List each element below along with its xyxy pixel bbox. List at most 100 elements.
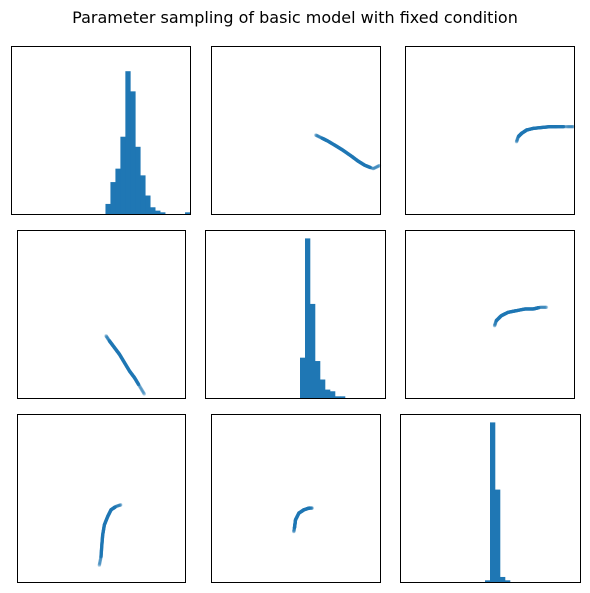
scatter-point bbox=[141, 390, 145, 394]
scatter-point bbox=[544, 305, 548, 309]
histogram-bar bbox=[500, 576, 506, 582]
scatter-point bbox=[543, 305, 547, 309]
scatter-point bbox=[515, 137, 520, 141]
histogram-bar bbox=[315, 361, 321, 398]
scatter-point bbox=[493, 322, 497, 327]
scatter-point bbox=[118, 503, 123, 507]
scatter-point bbox=[137, 383, 141, 387]
scatter-point bbox=[98, 558, 102, 563]
scatter-point bbox=[375, 164, 380, 169]
histogram-bar bbox=[485, 580, 491, 582]
scatter-point bbox=[542, 305, 546, 309]
scatter-point bbox=[315, 133, 319, 138]
histogram-bar bbox=[300, 357, 306, 398]
scatter-point bbox=[538, 305, 542, 309]
scatter-point bbox=[97, 561, 102, 566]
scatter-point bbox=[492, 324, 497, 328]
scatter-point bbox=[137, 384, 142, 388]
histogram-bar bbox=[160, 212, 166, 214]
scatter-point bbox=[292, 529, 296, 534]
scatter-point bbox=[493, 321, 497, 326]
axes-frame bbox=[405, 46, 575, 215]
scatter-point bbox=[106, 336, 110, 341]
scatter-point bbox=[97, 563, 102, 567]
scatter-point bbox=[514, 140, 519, 144]
scatter-point bbox=[368, 165, 372, 170]
scatter-point bbox=[492, 323, 497, 328]
scatter-point bbox=[493, 322, 497, 327]
scatter-point bbox=[98, 561, 102, 565]
axes-frame bbox=[205, 230, 386, 399]
scatter-point bbox=[566, 124, 570, 129]
scatter-point bbox=[98, 558, 103, 562]
scatter-point bbox=[514, 139, 519, 144]
scatter-point bbox=[515, 137, 520, 141]
histogram-bar bbox=[120, 136, 126, 214]
scatter-point bbox=[138, 385, 143, 390]
scatter-point bbox=[540, 305, 544, 309]
histogram-bar bbox=[310, 303, 316, 398]
scatter-point bbox=[537, 305, 541, 310]
scatter-point bbox=[316, 134, 321, 138]
scatter-point bbox=[314, 133, 319, 138]
histogram-bar bbox=[320, 379, 326, 398]
subplot-6 bbox=[405, 230, 575, 399]
histogram-bar bbox=[110, 182, 116, 214]
scatter-point bbox=[105, 336, 110, 340]
scatter-point bbox=[117, 503, 121, 508]
scatter-point bbox=[374, 165, 378, 169]
scatter-point bbox=[105, 335, 109, 339]
scatter-point bbox=[310, 506, 314, 510]
scatter-point bbox=[118, 503, 122, 507]
scatter-point bbox=[105, 335, 109, 339]
histogram-bar bbox=[305, 238, 311, 398]
scatter-point bbox=[292, 529, 296, 533]
scatter-point bbox=[141, 389, 145, 394]
scatter-point bbox=[116, 504, 120, 508]
scatter-point bbox=[373, 165, 377, 170]
scatter-point bbox=[292, 529, 296, 533]
scatter-point bbox=[309, 506, 314, 510]
scatter-point bbox=[372, 166, 376, 171]
scatter-point bbox=[375, 165, 379, 169]
scatter-point bbox=[515, 138, 519, 142]
axes-frame bbox=[211, 414, 381, 583]
scatter-point bbox=[140, 388, 144, 392]
scatter-point bbox=[308, 506, 313, 510]
scatter-point bbox=[97, 562, 102, 566]
axes-frame bbox=[405, 230, 575, 399]
scatter-point bbox=[316, 134, 321, 139]
scatter-point bbox=[307, 506, 312, 510]
scatter-point bbox=[493, 322, 497, 326]
scatter-point bbox=[139, 386, 143, 390]
scatter-point bbox=[142, 392, 147, 396]
scatter-point bbox=[567, 124, 571, 129]
histogram-bar bbox=[155, 210, 161, 214]
scatter-point bbox=[373, 165, 378, 170]
subplot-9 bbox=[400, 414, 581, 583]
histogram-bar bbox=[340, 396, 346, 398]
scatter-point bbox=[543, 305, 548, 309]
axes-frame bbox=[17, 230, 186, 399]
scatter-point bbox=[309, 506, 313, 510]
scatter-point bbox=[115, 504, 120, 508]
scatter-point bbox=[316, 134, 320, 138]
scatter-point bbox=[541, 305, 545, 309]
scatter-point bbox=[98, 559, 102, 564]
scatter-point bbox=[105, 335, 109, 340]
scatter-point bbox=[562, 124, 567, 129]
scatter-point bbox=[116, 503, 121, 508]
scatter-point bbox=[538, 305, 542, 310]
subplot-2 bbox=[211, 46, 382, 215]
scatter-point bbox=[515, 139, 519, 143]
scatter-point bbox=[564, 124, 569, 129]
histogram-bar bbox=[140, 175, 146, 214]
scatter-point bbox=[569, 124, 574, 129]
scatter-point bbox=[376, 164, 381, 168]
scatter-point bbox=[371, 166, 375, 171]
scatter-point bbox=[544, 305, 549, 309]
scatter-point bbox=[308, 506, 312, 510]
scatter-point bbox=[139, 386, 143, 391]
scatter-point bbox=[292, 528, 296, 532]
scatter-point bbox=[564, 124, 568, 129]
